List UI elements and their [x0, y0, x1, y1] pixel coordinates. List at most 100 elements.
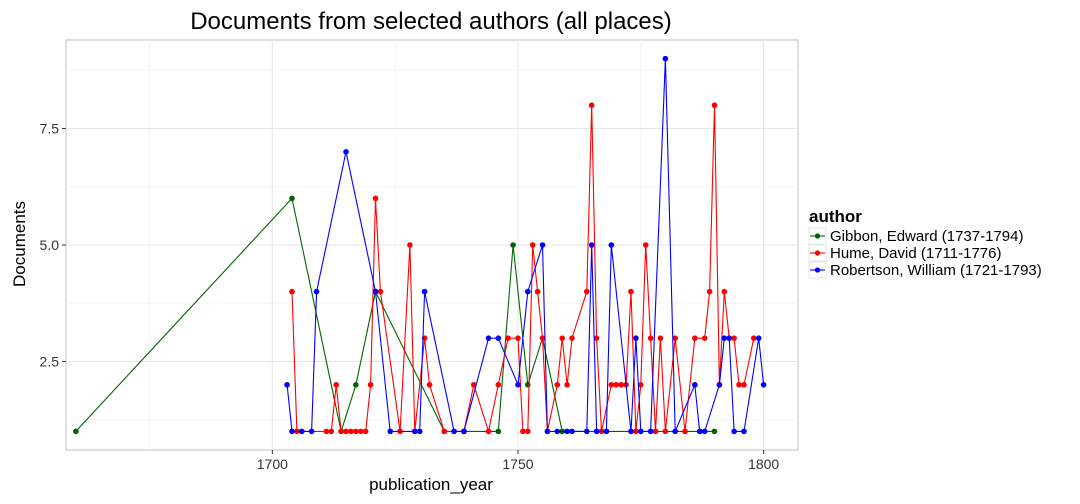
data-point — [569, 335, 575, 341]
data-point — [554, 381, 561, 388]
legend-label: Gibbon, Edward (1737-1794) — [830, 228, 1023, 245]
data-point — [343, 428, 349, 435]
data-point — [711, 102, 718, 109]
data-point — [362, 428, 369, 435]
series — [284, 55, 767, 435]
data-point — [628, 428, 634, 435]
data-point — [485, 335, 492, 341]
data-point — [426, 381, 433, 388]
data-point — [637, 428, 644, 435]
data-point — [524, 428, 531, 435]
data-point — [721, 335, 728, 341]
series-layer — [73, 55, 767, 435]
data-point — [736, 381, 742, 388]
data-point — [672, 428, 678, 435]
data-point — [333, 381, 340, 388]
data-point — [608, 381, 615, 388]
data-point — [569, 428, 575, 435]
minor-grid — [66, 40, 798, 450]
data-point — [284, 381, 290, 388]
data-point — [505, 335, 511, 341]
data-point — [372, 195, 379, 202]
legend-label: Hume, David (1711-1776) — [830, 245, 1001, 262]
data-point — [470, 381, 477, 388]
data-point — [583, 288, 590, 295]
data-point — [529, 242, 536, 248]
legend-label: Robertson, William (1721-1793) — [830, 262, 1042, 279]
x-axis-title: publication_year — [369, 475, 493, 494]
data-point — [633, 428, 639, 435]
data-point — [372, 288, 379, 295]
data-point — [706, 288, 713, 295]
data-point — [692, 381, 698, 388]
data-point — [618, 381, 624, 388]
legend-item: Robertson, William (1721-1793) — [808, 261, 1042, 279]
data-point — [603, 428, 610, 435]
data-point — [377, 288, 384, 295]
data-point — [539, 335, 546, 341]
legend: author Gibbon, Edward (1737-1794)Hume, D… — [808, 207, 1042, 279]
data-point — [613, 381, 620, 388]
data-point — [647, 428, 654, 435]
data-point — [353, 428, 359, 435]
data-point — [701, 428, 708, 435]
y-axis-title: Documents — [10, 201, 29, 287]
data-point — [353, 381, 359, 388]
data-point — [485, 428, 492, 435]
data-point — [524, 288, 531, 295]
data-point — [510, 242, 516, 248]
data-point — [534, 288, 541, 295]
data-point — [696, 428, 703, 435]
data-point — [593, 335, 600, 341]
data-point — [642, 242, 649, 248]
legend-key-point — [814, 250, 821, 256]
data-point — [524, 381, 531, 388]
data-point — [633, 335, 639, 341]
x-tick-label: 1800 — [748, 456, 779, 472]
data-point — [692, 335, 698, 341]
data-point — [539, 242, 546, 248]
data-point — [628, 288, 634, 295]
data-point — [731, 335, 737, 341]
data-point — [657, 335, 664, 341]
data-point — [495, 335, 502, 341]
y-axis-ticks: 2.5 5.0 7.5 — [40, 121, 66, 369]
data-point — [367, 381, 374, 388]
data-point — [760, 381, 767, 388]
data-point — [564, 381, 570, 388]
data-point — [593, 428, 600, 435]
data-point — [662, 428, 669, 435]
data-point — [701, 335, 708, 341]
legend-items: Gibbon, Edward (1737-1794)Hume, David (1… — [808, 227, 1042, 279]
data-point — [313, 288, 320, 295]
data-point — [520, 428, 526, 435]
data-point — [544, 428, 551, 435]
data-point — [289, 428, 295, 435]
x-axis-ticks: 1700 1750 1800 — [257, 450, 779, 472]
data-point — [73, 428, 79, 435]
data-point — [721, 288, 728, 295]
data-point — [554, 428, 561, 435]
data-point — [289, 288, 295, 295]
data-point — [308, 428, 315, 435]
data-point — [323, 428, 330, 435]
data-point — [289, 195, 295, 202]
data-point — [515, 335, 521, 341]
data-point — [662, 55, 669, 62]
data-point — [328, 428, 335, 435]
data-point — [682, 428, 688, 435]
y-tick-label: 2.5 — [40, 353, 60, 369]
legend-item: Hume, David (1711-1776) — [808, 244, 1001, 262]
data-point — [461, 428, 467, 435]
legend-key-point — [814, 267, 821, 273]
data-point — [588, 242, 595, 248]
y-tick-label: 5.0 — [40, 237, 60, 253]
data-point — [407, 242, 413, 248]
x-tick-label: 1750 — [502, 456, 533, 472]
data-point — [750, 335, 757, 341]
data-point — [416, 428, 423, 435]
data-point — [421, 288, 428, 295]
data-point — [515, 381, 521, 388]
data-point — [726, 335, 733, 341]
data-point — [637, 381, 644, 388]
